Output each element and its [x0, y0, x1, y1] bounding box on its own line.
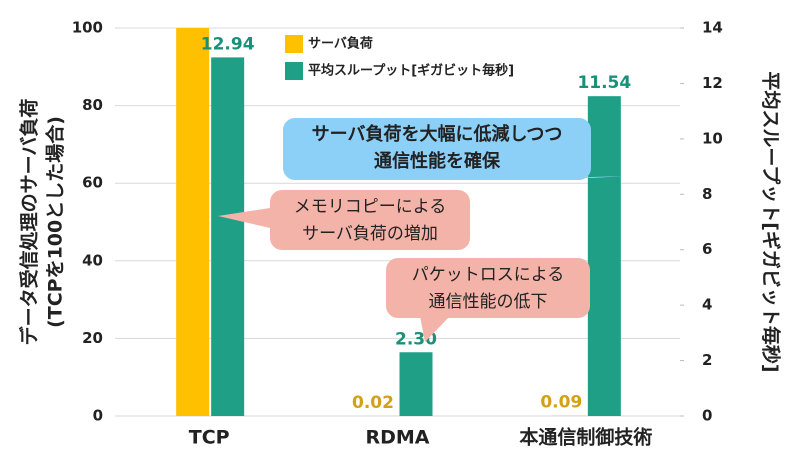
legend-swatch	[285, 62, 303, 80]
y2-tick-label: 14	[702, 19, 723, 37]
callout-text: 通信性能の低下	[429, 292, 548, 312]
callout-text: メモリコピーによる	[294, 197, 447, 217]
callout-text: サーバ負荷の増加	[302, 224, 438, 244]
y2-tick-label: 6	[702, 240, 712, 258]
x-tick-label: 本通信制御技術	[519, 426, 652, 449]
legend-label: サーバ負荷	[308, 36, 373, 52]
callout-text: 通信性能を確保	[374, 150, 501, 172]
y-tick-label: 0	[93, 407, 103, 425]
y2-tick-label: 12	[702, 74, 723, 92]
legend-swatch	[285, 35, 303, 53]
y2-tick-label: 10	[702, 129, 723, 147]
y-tick-label: 40	[82, 251, 103, 269]
y2-tick-label: 8	[702, 185, 712, 203]
y-tick-label: 100	[72, 19, 103, 37]
y2-tick-label: 2	[702, 351, 712, 369]
value-label: 11.54	[577, 73, 631, 93]
y-axis-title: (TCPを100とした場合)	[44, 116, 67, 328]
y-tick-label: 60	[82, 174, 103, 192]
value-label: 0.09	[540, 393, 582, 413]
callout-text: パケットロスによる	[412, 265, 565, 285]
y2-axis-title: 平均スループット[ギガビット毎秒]	[760, 71, 783, 372]
value-label: 0.02	[352, 393, 394, 413]
callout-text: サーバ負荷を大幅に低減しつつ	[312, 123, 563, 145]
y2-tick-label: 4	[702, 296, 712, 314]
bar	[588, 96, 621, 416]
x-tick-label: TCP	[189, 427, 230, 449]
value-label: 12.94	[201, 34, 255, 54]
y-tick-label: 80	[82, 96, 103, 114]
bar	[400, 352, 433, 416]
bar	[211, 57, 244, 416]
x-tick-label: RDMA	[365, 427, 429, 449]
y-axis-title: データ受信処理のサーバ負荷	[18, 99, 41, 346]
y2-tick-label: 0	[702, 407, 712, 425]
bar	[176, 28, 209, 416]
legend-label: 平均スループット[ギガビット毎秒]	[308, 63, 514, 79]
y-tick-label: 20	[82, 329, 103, 347]
